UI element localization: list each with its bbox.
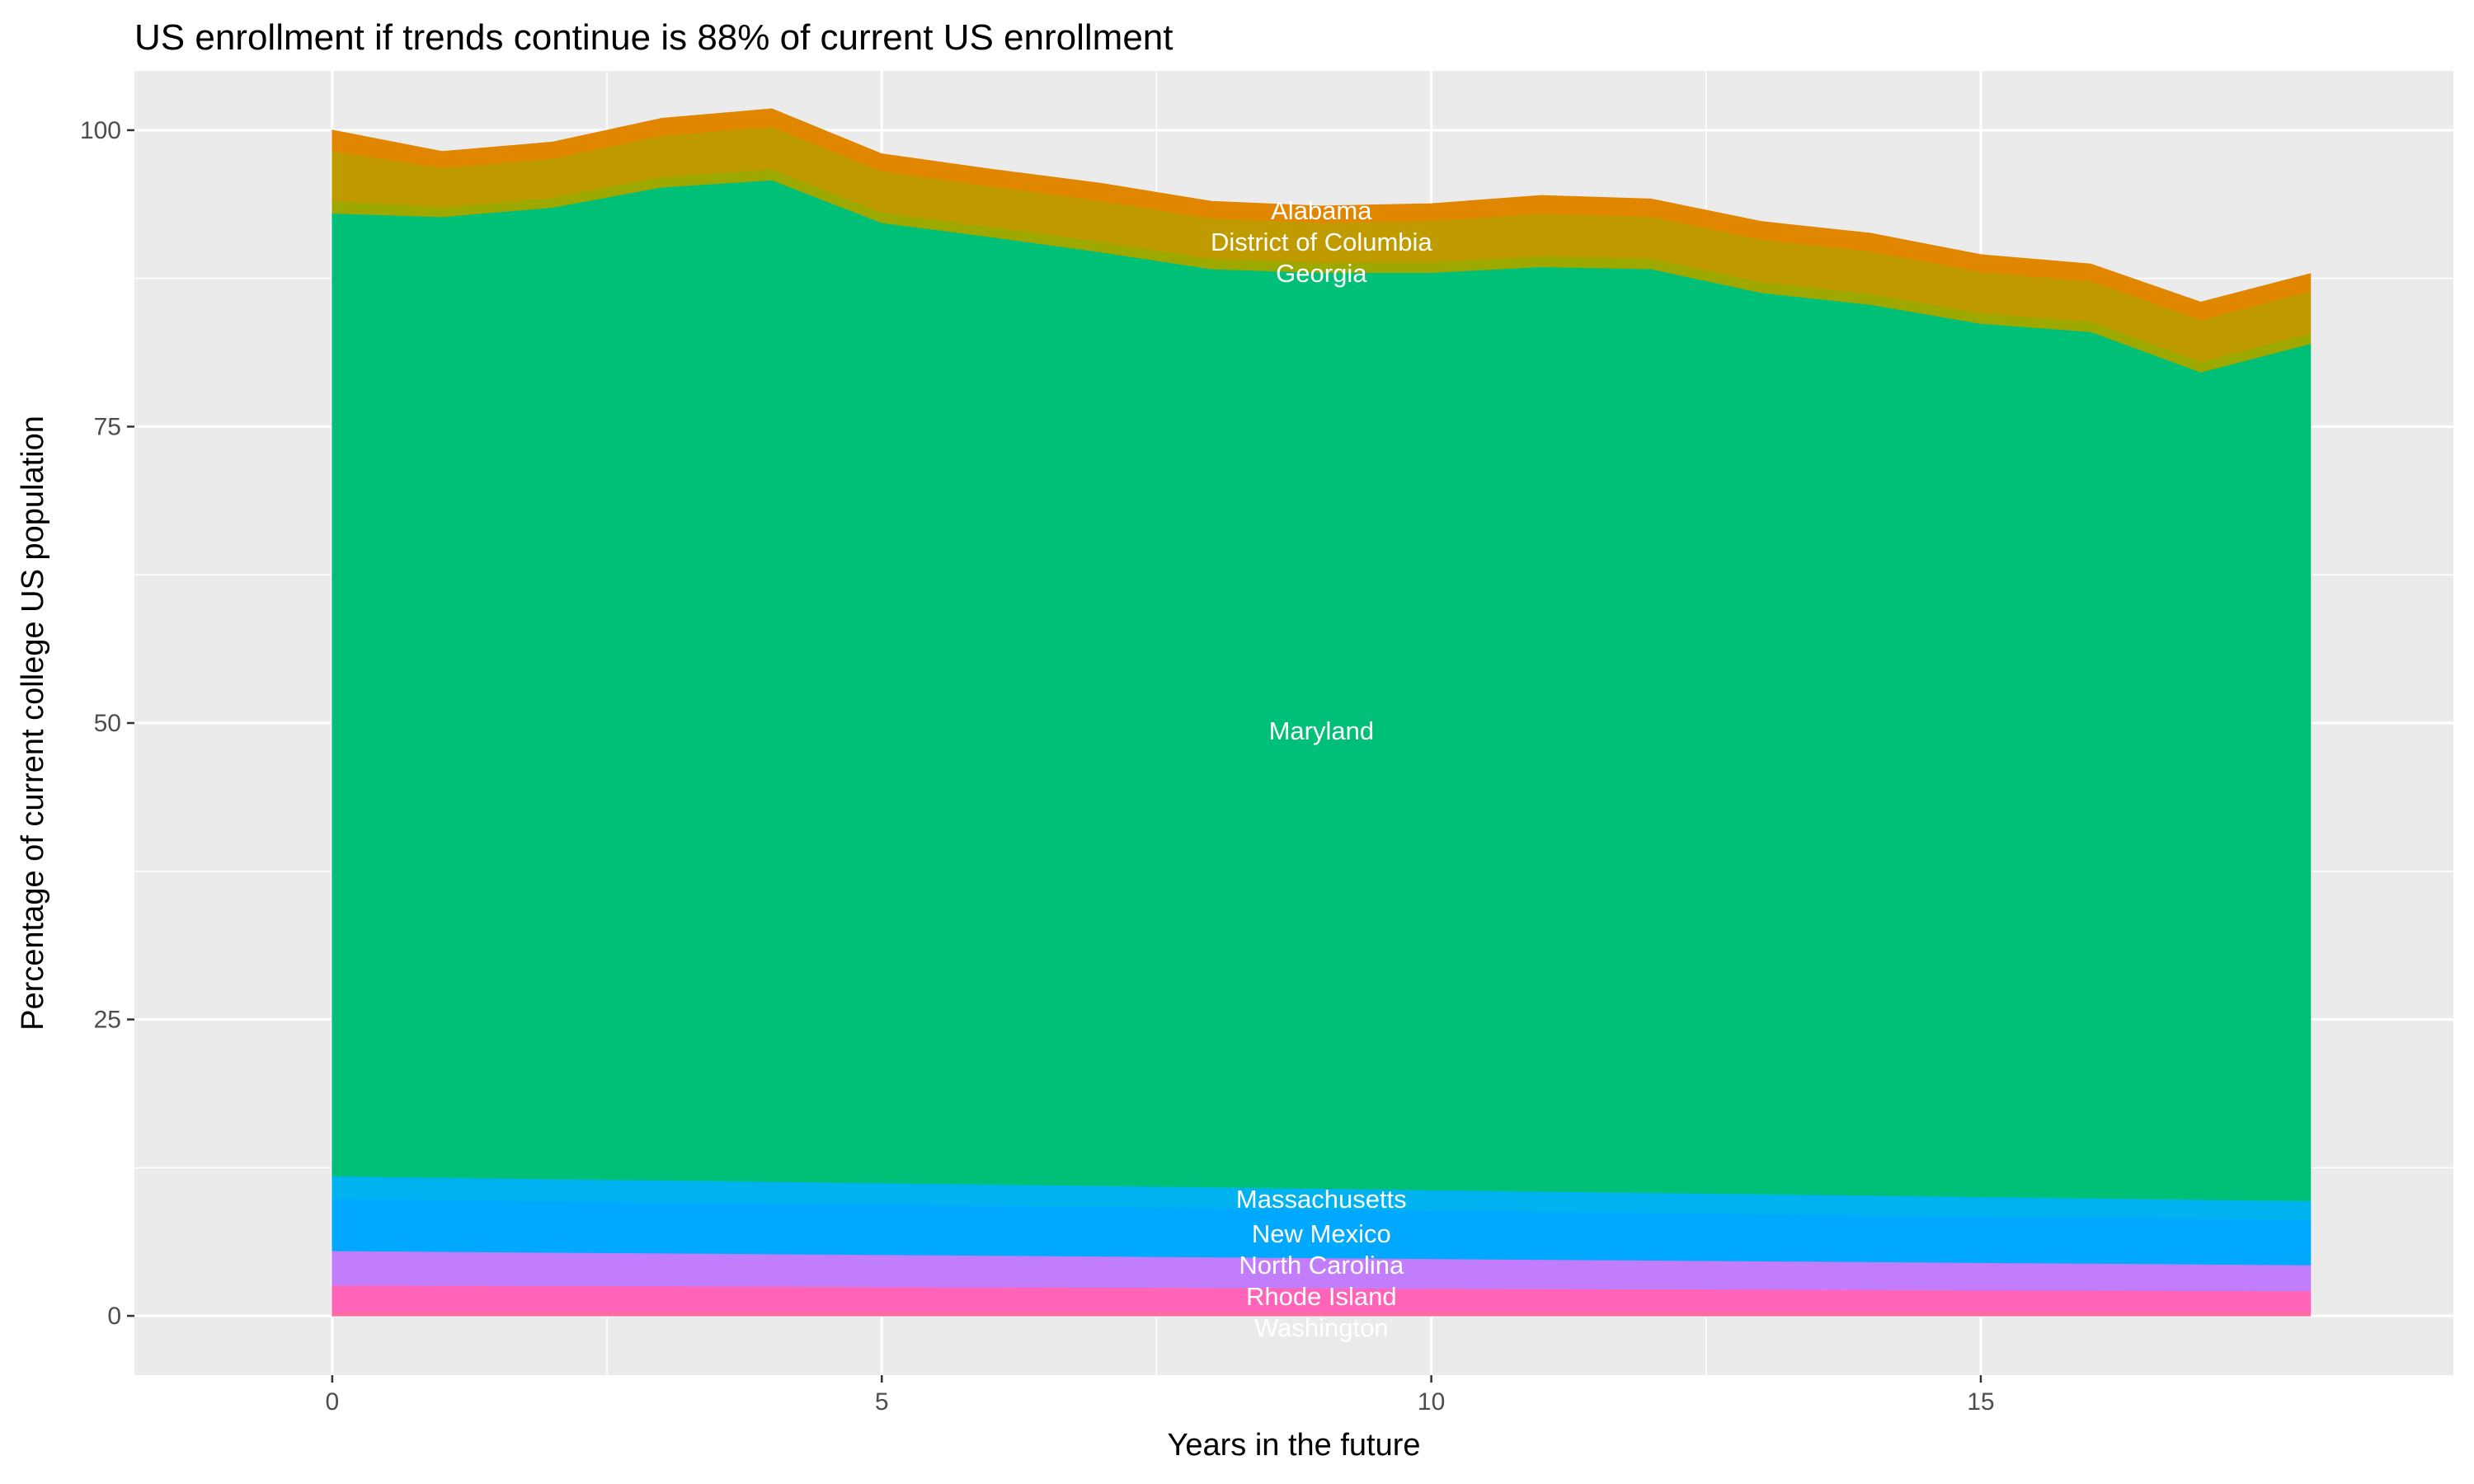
chart-title: US enrollment if trends continue is 88% … <box>134 17 1173 58</box>
y-tick-label: 50 <box>94 710 121 737</box>
x-tick-label: 15 <box>1967 1388 1994 1416</box>
y-tick-label: 75 <box>94 413 121 440</box>
y-axis-title: Percentage of current college US populat… <box>16 416 50 1031</box>
series-label: District of Columbia <box>1211 228 1432 256</box>
y-tick-label: 25 <box>94 1007 121 1034</box>
y-tick-label: 0 <box>107 1303 121 1330</box>
y-tick-label: 100 <box>80 117 121 144</box>
x-tick-label: 0 <box>326 1388 340 1416</box>
area-alabama <box>332 108 2312 321</box>
axes: 0 5 10 15 0 25 50 75 100 <box>80 117 1995 1416</box>
series-label: Alabama <box>1271 196 1372 225</box>
x-tick-label: 5 <box>875 1388 889 1416</box>
series-label: Maryland <box>1269 716 1375 745</box>
area-maryland <box>332 179 2312 1202</box>
series-label: Washington <box>1254 1313 1389 1342</box>
series-labels: Alabama District of Columbia Georgia Maryla… <box>1211 196 1432 1342</box>
series-label: Georgia <box>1276 259 1367 288</box>
series-label: Massachusetts <box>1236 1185 1407 1214</box>
x-tick-label: 10 <box>1418 1388 1445 1416</box>
area-series <box>332 108 2312 1317</box>
series-label: New Mexico <box>1252 1219 1391 1248</box>
series-label: North Carolina <box>1239 1251 1404 1280</box>
x-axis-title: Years in the future <box>1167 1428 1420 1463</box>
series-label: Rhode Island <box>1246 1282 1397 1311</box>
